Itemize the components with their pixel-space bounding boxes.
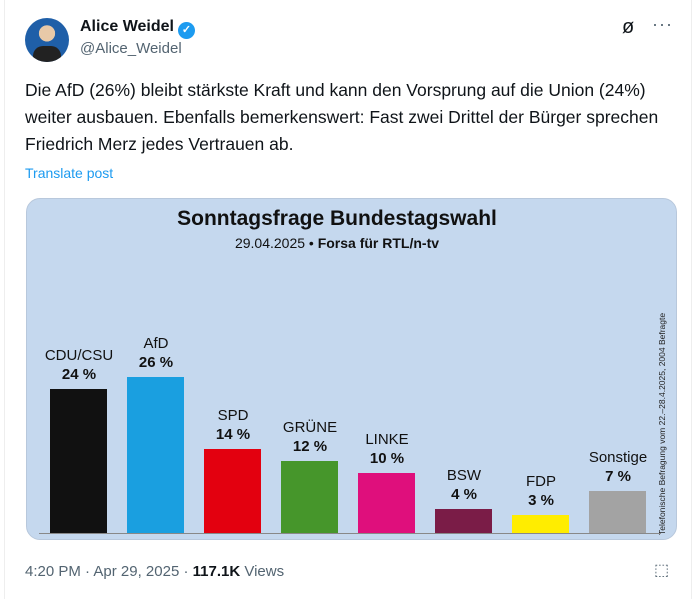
- chart-date: 29.04.2025 •: [234, 235, 314, 251]
- more-options-icon[interactable]: ···: [652, 14, 673, 34]
- value-label: 26 %: [138, 354, 174, 371]
- author-name-text: Alice Weidel: [80, 18, 174, 35]
- chart-image[interactable]: Sonntagsfrage Bundestagswahl 29.04.2025 …: [26, 198, 677, 540]
- translate-post-link[interactable]: Translate post: [25, 165, 114, 181]
- chart-source: Forsa für RTL/n-tv: [317, 235, 440, 251]
- bar-bsw: [435, 509, 492, 533]
- category-label: Sonstige: [588, 449, 648, 466]
- author-handle[interactable]: @Alice_Weidel: [80, 40, 182, 57]
- separator: ·: [85, 563, 91, 580]
- value-label: 14 %: [215, 426, 251, 443]
- avatar[interactable]: [25, 18, 69, 62]
- category-label: GRÜNE: [282, 419, 338, 436]
- value-label: 12 %: [292, 438, 328, 455]
- separator: ·: [183, 563, 189, 580]
- bar-label: CDU/CSU 24 %: [34, 346, 124, 384]
- bar-fdp: [512, 515, 569, 533]
- bar-label: SPD 14 %: [188, 406, 278, 444]
- analytics-icon[interactable]: ⬚: [654, 562, 670, 579]
- bar-label: AfD 26 %: [111, 334, 201, 372]
- bar-grüne: [281, 461, 338, 533]
- post-card: [4, 0, 692, 599]
- category-label: LINKE: [365, 431, 409, 448]
- bar-label: GRÜNE 12 %: [265, 418, 355, 456]
- post-text: Die AfD (26%) bleibt stärkste Kraft und …: [25, 80, 659, 154]
- bar-label: FDP 3 %: [496, 472, 586, 510]
- bar-label: Sonstige 7 %: [573, 448, 663, 486]
- bar-afd: [127, 377, 184, 533]
- category-label: SPD: [217, 407, 249, 424]
- category-label: CDU/CSU: [44, 347, 114, 364]
- bar-spd: [204, 449, 261, 533]
- value-label: 3 %: [528, 492, 554, 509]
- views-label: Views: [244, 563, 285, 580]
- bar-cducsu: [50, 389, 107, 533]
- chart-note: Telefonische Befragung vom 22.–28.4.2025…: [657, 312, 667, 535]
- value-label: 7 %: [605, 468, 631, 485]
- chart-baseline: [39, 533, 661, 534]
- post-date[interactable]: Apr 29, 2025: [93, 563, 180, 580]
- bar-label: BSW 4 %: [419, 466, 509, 504]
- bar-linke: [358, 473, 415, 533]
- category-label: FDP: [526, 473, 556, 490]
- chart-title: Sonntagsfrage Bundestagswahl: [177, 207, 497, 230]
- bar-label: LINKE 10 %: [342, 430, 432, 468]
- bar-sonstige: [589, 491, 646, 533]
- grok-icon[interactable]: ø: [622, 16, 635, 38]
- category-label: AfD: [143, 335, 169, 352]
- views-count: 117.1K: [192, 563, 241, 580]
- post-meta: 4:20 PM · Apr 29, 2025 · 117.1K Views: [25, 563, 284, 580]
- verified-badge-icon: ✓: [177, 22, 195, 39]
- chart-subtitle: 29.04.2025 • Forsa für RTL/n-tv: [27, 235, 647, 251]
- category-label: BSW: [446, 467, 482, 484]
- value-label: 10 %: [369, 450, 405, 467]
- value-label: 4 %: [451, 486, 477, 503]
- author-name[interactable]: Alice Weidel ✓: [80, 18, 195, 39]
- value-label: 24 %: [61, 366, 97, 383]
- post-time[interactable]: 4:20 PM: [25, 563, 81, 580]
